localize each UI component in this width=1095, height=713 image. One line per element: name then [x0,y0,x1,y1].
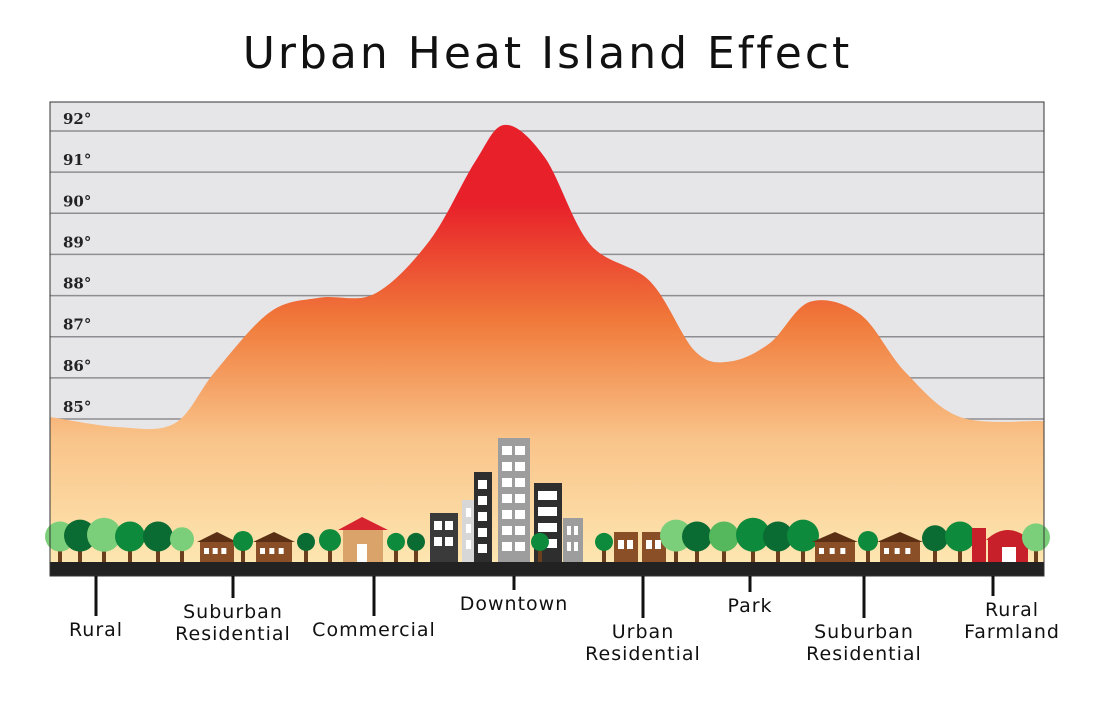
zone-label: Residential [175,623,291,645]
tree-icon [297,532,315,562]
zone-label: Rural [985,599,1039,621]
y-tick-label: 88° [63,275,91,293]
chart-title: Urban Heat Island Effect [242,28,853,79]
tree-icon [922,525,948,562]
zone-label: Urban [612,621,674,643]
tree-icon [170,527,194,562]
y-tick-label: 91° [63,151,91,169]
zone-label: Rural [69,619,123,641]
building-icon [474,472,492,562]
tree-icon [709,521,739,562]
tree-icon [787,519,819,562]
house-icon [877,532,923,562]
y-tick-label: 85° [63,398,91,416]
y-tick-label: 87° [63,316,91,334]
y-tick-label: 86° [63,357,91,375]
tree-icon [233,531,253,562]
tree-icon [531,532,549,562]
zone-marker: Rural [69,576,123,641]
store-icon [338,517,388,562]
zone-marker: Downtown [460,576,569,615]
heat-area [50,124,1044,562]
zone-label: Downtown [460,593,569,615]
zone-marker: Park [727,576,772,617]
y-tick-label: 89° [63,233,91,251]
zone-label: Residential [806,643,922,665]
house-icon [812,532,858,562]
building-icon [498,438,530,562]
zone-label: Farmland [964,621,1060,643]
zone-label: Residential [585,643,701,665]
barn-icon [972,528,1030,562]
tree-icon [87,517,121,562]
landscape-illustration [45,438,1050,562]
tree-icon [595,532,613,562]
y-axis-ticks: 85° 86° 87° 88° 89° 90° 91° 92° [63,110,91,416]
tree-icon [115,521,145,562]
zone-label: Suburban [814,621,914,643]
tree-icon [736,517,770,562]
zone-marker: Commercial [312,576,436,641]
y-tick-label: 92° [63,110,91,128]
y-tick-label: 90° [63,192,91,210]
zone-label: Suburban [183,601,283,623]
tree-icon [945,521,975,562]
tree-icon [1022,523,1050,562]
house-icon [253,532,295,562]
building-icon [430,513,458,562]
building-icon [563,518,583,562]
zone-label: Park [727,595,772,617]
tree-icon [763,521,793,562]
ground-strip [50,562,1044,576]
plot-border [49,101,1045,577]
tree-icon [682,521,712,562]
zone-label: Commercial [312,619,436,641]
building-icon [614,532,638,562]
tree-icon [858,531,878,562]
tree-icon [319,529,341,562]
tree-icon [143,521,173,562]
tree-icon [64,519,96,562]
tree-icon [387,532,405,562]
tree-icon [407,532,425,562]
house-icon [197,532,237,562]
